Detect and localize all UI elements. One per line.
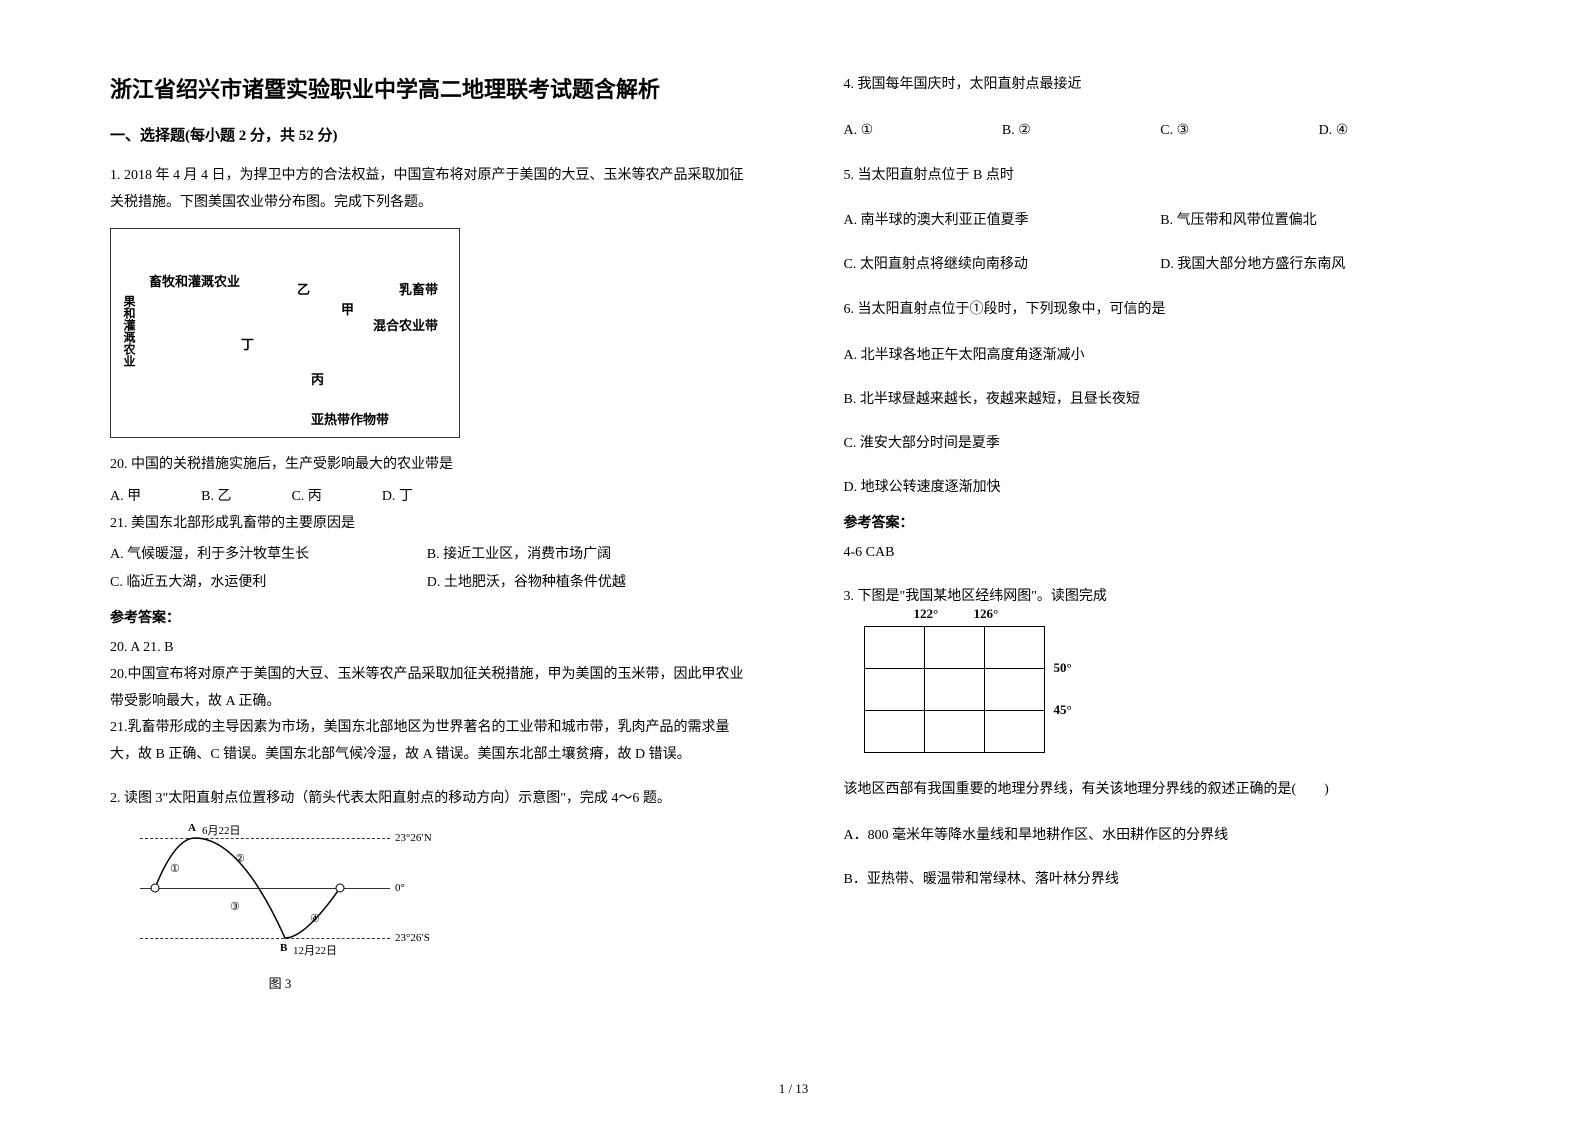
- opt-c: C. ③: [1160, 117, 1318, 145]
- map-label-fruit: 果和灌溉农业: [121, 295, 138, 367]
- map-label-livestock: 畜牧和灌溉农业: [149, 271, 240, 290]
- question-4: 4. 我国每年国庆时，太阳直射点最接近 A. ① B. ② C. ③ D. ④: [844, 72, 1478, 145]
- opt-d: D. 地球公转速度逐渐加快: [844, 474, 1478, 502]
- opt-b: B．亚热带、暖温带和常绿林、落叶林分界线: [844, 866, 1478, 894]
- lat-50: 50°: [1054, 660, 1072, 676]
- us-agriculture-map: 畜牧和灌溉农业 果和灌溉农业 甲 乳畜带 混合农业带 丁 丙 乙 亚热带作物带: [110, 228, 744, 438]
- map-label-jia: 甲: [341, 299, 354, 318]
- q4-stem: 4. 我国每年国庆时，太阳直射点最接近: [844, 72, 1478, 99]
- opt-a: A. ①: [844, 117, 1002, 145]
- opt-b: B. 气压带和风带位置偏北: [1160, 207, 1477, 235]
- lat-lon-grid: 122° 126° 50° 45°: [864, 626, 1478, 753]
- opt-d: D. 我国大部分地方盛行东南风: [1160, 251, 1477, 279]
- map-label-dairy: 乳畜带: [399, 279, 438, 298]
- q5-options: A. 南半球的澳大利亚正值夏季 B. 气压带和风带位置偏北 C. 太阳直射点将继…: [844, 207, 1478, 279]
- lat-s: 23°26′S: [395, 932, 430, 944]
- lon-122: 122°: [914, 606, 939, 622]
- opt-c: C. 丙: [291, 483, 321, 511]
- q1-stem: 1. 2018 年 4 月 4 日，为捍卫中方的合法权益，中国宣布将对原产于美国…: [110, 163, 744, 216]
- q4-options: A. ① B. ② C. ③ D. ④: [844, 117, 1478, 145]
- question-3: 3. 下图是"我国某地区经纬网图"。读图完成 122° 126° 50° 45°…: [844, 584, 1478, 893]
- q6-options: A. 北半球各地正午太阳高度角逐渐减小 B. 北半球昼越来越长，夜越来越短，且昼…: [844, 342, 1478, 502]
- opt-b: B. 北半球昼越来越长，夜越来越短，且昼长夜短: [844, 386, 1478, 414]
- answer-heading: 参考答案：: [110, 607, 744, 627]
- explanation-20: 20.中国宣布将对原产于美国的大豆、玉米等农产品采取加征关税措施，甲为美国的玉米…: [110, 662, 744, 715]
- opt-b: B. ②: [1002, 117, 1160, 145]
- opt-a: A. 气候暖湿，利于多汁牧草生长: [110, 541, 427, 569]
- opt-a: A. 北半球各地正午太阳高度角逐渐减小: [844, 342, 1478, 370]
- opt-c: C. 太阳直射点将继续向南移动: [844, 251, 1161, 279]
- q1-sub21-options: A. 气候暖湿，利于多汁牧草生长 B. 接近工业区，消费市场广阔 C. 临近五大…: [110, 541, 744, 597]
- opt-d: D. ④: [1319, 117, 1477, 145]
- map-label-mixed: 混合农业带: [373, 315, 438, 334]
- q6-stem: 6. 当太阳直射点位于①段时，下列现象中，可信的是: [844, 297, 1478, 324]
- question-2: 2. 读图 3"太阳直射点位置移动（箭头代表太阳直射点的移动方向）示意图"，完成…: [110, 786, 744, 992]
- opt-a: A. 南半球的澳大利亚正值夏季: [844, 207, 1161, 235]
- lon-126: 126°: [974, 606, 999, 622]
- q3-stem: 3. 下图是"我国某地区经纬网图"。读图完成: [844, 584, 1478, 611]
- answer-heading: 参考答案：: [844, 512, 1478, 532]
- q3-sub: 该地区西部有我国重要的地理分界线，有关该地理分界线的叙述正确的是( ): [844, 777, 1478, 804]
- answer-text: 4-6 CAB: [844, 540, 1478, 567]
- map-label-bing: 丙: [311, 369, 324, 388]
- opt-d: D. 土地肥沃，谷物种植条件优越: [427, 569, 744, 597]
- explanation-21: 21.乳畜带形成的主导因素为市场，美国东北部地区为世界著名的工业带和城市带，乳肉…: [110, 715, 744, 768]
- q5-stem: 5. 当太阳直射点位于 B 点时: [844, 163, 1478, 190]
- q1-sub20-options: A. 甲 B. 乙 C. 丙 D. 丁: [110, 483, 744, 511]
- curve-icon: [140, 828, 400, 953]
- opt-a: A. 甲: [110, 483, 141, 511]
- question-1: 1. 2018 年 4 月 4 日，为捍卫中方的合法权益，中国宣布将对原产于美国…: [110, 163, 744, 768]
- page-title: 浙江省绍兴市诸暨实验职业中学高二地理联考试题含解析: [110, 72, 744, 104]
- section-heading: 一、选择题(每小题 2 分，共 52 分): [110, 124, 744, 145]
- question-5: 5. 当太阳直射点位于 B 点时 A. 南半球的澳大利亚正值夏季 B. 气压带和…: [844, 163, 1478, 280]
- opt-a: A．800 毫米年等降水量线和旱地耕作区、水田耕作区的分界线: [844, 822, 1478, 850]
- opt-c: C. 淮安大部分时间是夏季: [844, 430, 1478, 458]
- opt-c: C. 临近五大湖，水运便利: [110, 569, 427, 597]
- q3-options: A．800 毫米年等降水量线和旱地耕作区、水田耕作区的分界线 B．亚热带、暖温带…: [844, 822, 1478, 894]
- answer-line: 20. A 21. B: [110, 635, 744, 662]
- figure-caption: 图 3: [140, 973, 420, 992]
- lat-45: 45°: [1054, 702, 1072, 718]
- q1-sub21: 21. 美国东北部形成乳畜带的主要原因是: [110, 511, 744, 538]
- sun-direct-point-diagram: A 6月22日 23°26′N 0° 23°26′S B 12月22日 ① ② …: [140, 828, 420, 968]
- opt-b: B. 接近工业区，消费市场广阔: [427, 541, 744, 569]
- grid-table: [864, 626, 1045, 753]
- q1-sub20: 20. 中国的关税措施实施后，生产受影响最大的农业带是: [110, 452, 744, 479]
- opt-b: B. 乙: [201, 483, 231, 511]
- map-label-yi: 乙: [297, 279, 310, 298]
- map-label-ding: 丁: [241, 334, 254, 353]
- question-6: 6. 当太阳直射点位于①段时，下列现象中，可信的是 A. 北半球各地正午太阳高度…: [844, 297, 1478, 566]
- lat-n: 23°26′N: [395, 832, 432, 844]
- q2-stem: 2. 读图 3"太阳直射点位置移动（箭头代表太阳直射点的移动方向）示意图"，完成…: [110, 786, 744, 813]
- page-number: 1 / 13: [779, 1081, 809, 1097]
- map-label-subtropical: 亚热带作物带: [311, 409, 389, 428]
- opt-d: D. 丁: [382, 483, 413, 511]
